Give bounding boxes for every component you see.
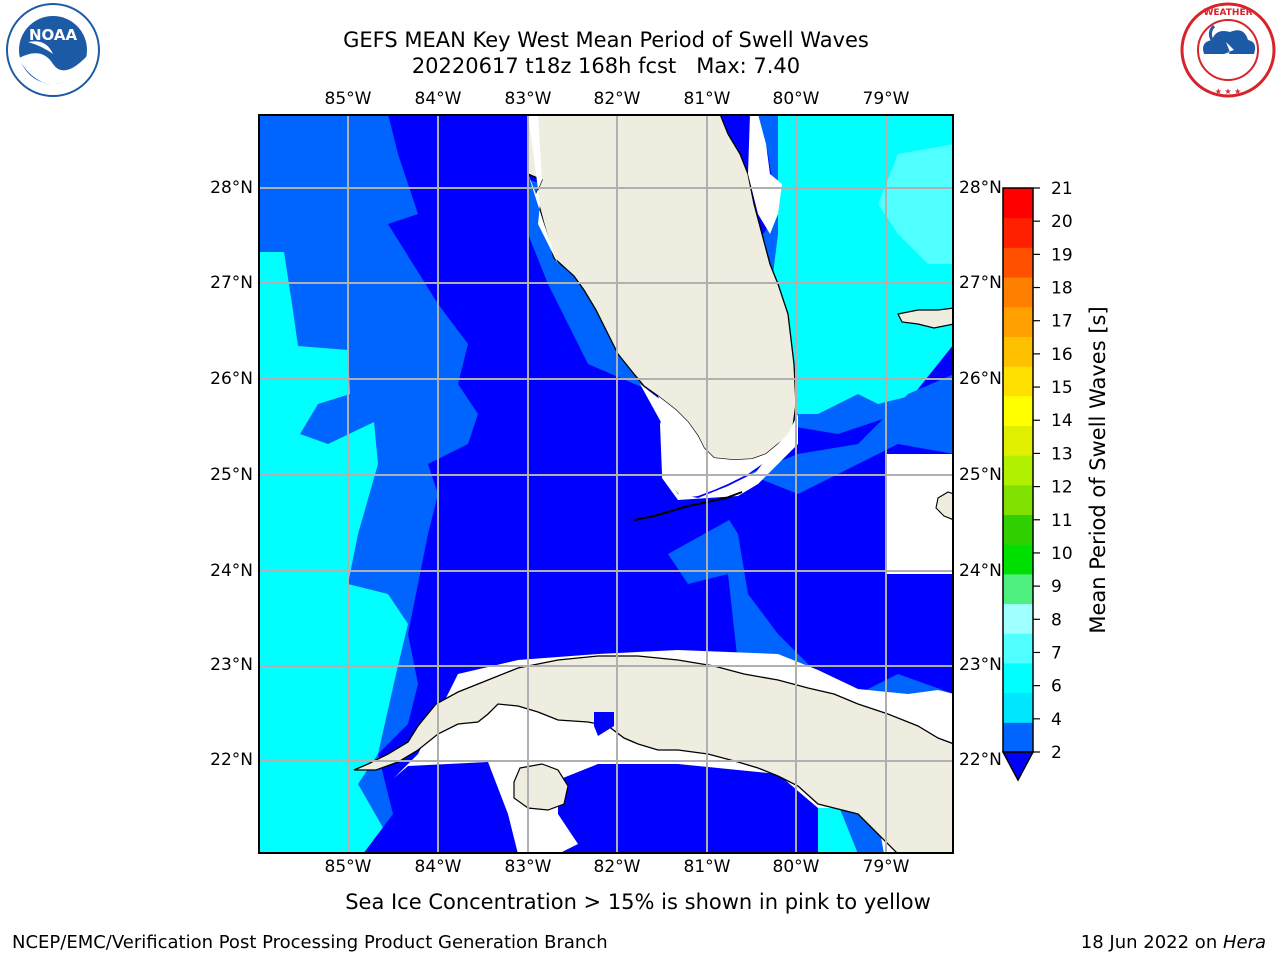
mask-florida-sw <box>640 384 798 500</box>
colorbar-segment <box>1003 247 1033 278</box>
lon-label-top: 84°W <box>414 89 462 109</box>
colorbar-segment <box>1003 425 1033 456</box>
lat-label-right: 28°N <box>959 178 1002 198</box>
run-date-credit: 18 Jun 2022 on Hera <box>1081 932 1266 953</box>
sea-ice-note: Sea Ice Concentration > 15% is shown in … <box>345 890 931 914</box>
lon-label-bottom: 79°W <box>862 857 910 877</box>
colorbar-tick-label: 11 <box>1051 511 1073 531</box>
noaa-logo: NOAA <box>6 3 100 97</box>
colorbar-segment <box>1003 692 1033 723</box>
colorbar-segment <box>1003 484 1033 516</box>
colorbar-segment <box>1003 603 1033 634</box>
nws-logo: WEATHER ★ ★ ★ <box>1180 2 1276 98</box>
swell-band-7-8-east <box>878 144 954 264</box>
host-name: Hera <box>1222 932 1266 953</box>
florida-keys <box>633 491 743 521</box>
colorbar-tick-label: 20 <box>1051 212 1073 232</box>
map-gridlines <box>258 114 954 854</box>
bahamas-land <box>897 307 954 329</box>
chart-title: GEFS MEAN Key West Mean Period of Swell … <box>343 28 869 52</box>
lat-label-right: 23°N <box>959 655 1002 675</box>
lon-label-bottom: 82°W <box>593 857 641 877</box>
swell-band-2-4-gulf-batabano <box>594 712 614 736</box>
colorbar-segment <box>1003 306 1033 337</box>
colorbar-segment <box>1003 217 1033 248</box>
chart-subtitle: 20220617 t18z 168h fcst Max: 7.40 <box>411 54 801 78</box>
colorbar-segment <box>1003 573 1033 605</box>
colorbar-under-arrow <box>1001 751 1035 782</box>
colorbar-tick-label: 13 <box>1051 444 1073 464</box>
mask-florida-west <box>528 114 778 498</box>
map-frame <box>258 114 954 854</box>
lon-label-top: 85°W <box>324 89 372 109</box>
colorbar-tick-label: 8 <box>1051 610 1062 630</box>
colorbar-tick-label: 21 <box>1051 180 1073 199</box>
colorbar-tick-label: 4 <box>1051 710 1062 730</box>
colorbar-segment <box>1003 455 1033 486</box>
colorbar-segment <box>1003 662 1033 694</box>
colorbar-segment <box>1003 336 1033 367</box>
lat-label-left: 28°N <box>210 178 253 198</box>
colorbar-segment <box>1003 277 1033 308</box>
colorbar-tick-label: 18 <box>1051 279 1073 299</box>
colorbar-tick-label: 16 <box>1051 345 1073 365</box>
colorbar-segment <box>1003 188 1033 219</box>
svg-text:NOAA: NOAA <box>29 26 78 44</box>
lon-label-top: 83°W <box>504 89 552 109</box>
colorbar-tick-label: 14 <box>1051 411 1073 431</box>
lon-label-top: 80°W <box>772 89 820 109</box>
colorbar: 21 20 19 18 17 16 15 14 13 12 11 10 9 8 7 6 4 2 <box>1001 180 1073 782</box>
colorbar-tick-label: 12 <box>1051 478 1073 498</box>
lat-label-left: 27°N <box>210 273 253 293</box>
colorbar-frame <box>1002 187 1034 753</box>
run-date: 18 Jun 2022 on <box>1080 932 1223 953</box>
lat-label-right: 27°N <box>959 273 1002 293</box>
colorbar-segment <box>1003 633 1033 664</box>
colorbar-segment <box>1003 366 1033 397</box>
lon-label-top: 79°W <box>862 89 910 109</box>
lon-label-bottom: 83°W <box>504 857 552 877</box>
lat-label-left: 26°N <box>210 369 253 389</box>
lat-label-left: 22°N <box>210 750 253 770</box>
lon-label-bottom: 81°W <box>683 857 731 877</box>
colorbar-segment <box>1003 544 1033 575</box>
colorbar-tick-label: 17 <box>1051 312 1073 332</box>
producer-credit: NCEP/EMC/Verification Post Processing Pr… <box>12 932 608 953</box>
lon-label-bottom: 84°W <box>414 857 462 877</box>
swell-band-6-7-west <box>258 252 408 854</box>
lon-label-bottom: 85°W <box>324 857 372 877</box>
lat-label-left: 23°N <box>210 655 253 675</box>
colorbar-segment <box>1003 722 1033 753</box>
lon-label-bottom: 80°W <box>772 857 820 877</box>
svg-text:WEATHER: WEATHER <box>1203 8 1252 18</box>
lat-label-left: 24°N <box>210 561 253 581</box>
lat-label-right: 22°N <box>959 750 1002 770</box>
svg-text:★ ★ ★: ★ ★ ★ <box>1215 87 1242 96</box>
colorbar-tick-label: 9 <box>1051 577 1062 597</box>
lat-label-right: 24°N <box>959 561 1002 581</box>
lat-label-right: 25°N <box>959 465 1002 485</box>
swell-band-4-6-patch <box>748 374 954 494</box>
colorbar-label: Mean Period of Swell Waves [s] <box>1086 306 1110 634</box>
colorbar-tick-label: 19 <box>1051 245 1073 265</box>
colorbar-segment <box>1003 395 1033 426</box>
map-panel <box>258 114 954 854</box>
colorbar-tick-label: 15 <box>1051 378 1073 398</box>
colorbar-segment <box>1003 514 1033 545</box>
andros-land <box>935 491 954 521</box>
lon-label-top: 81°W <box>683 89 731 109</box>
colorbar-tick-label: 2 <box>1051 743 1062 763</box>
lon-label-top: 82°W <box>593 89 641 109</box>
lat-label-right: 26°N <box>959 369 1002 389</box>
mask-florida-ne <box>748 114 782 234</box>
lat-label-left: 25°N <box>210 465 253 485</box>
colorbar-tick-label: 10 <box>1051 544 1073 564</box>
colorbar-tick-label: 6 <box>1051 677 1062 697</box>
colorbar-tick-label: 7 <box>1051 643 1062 663</box>
